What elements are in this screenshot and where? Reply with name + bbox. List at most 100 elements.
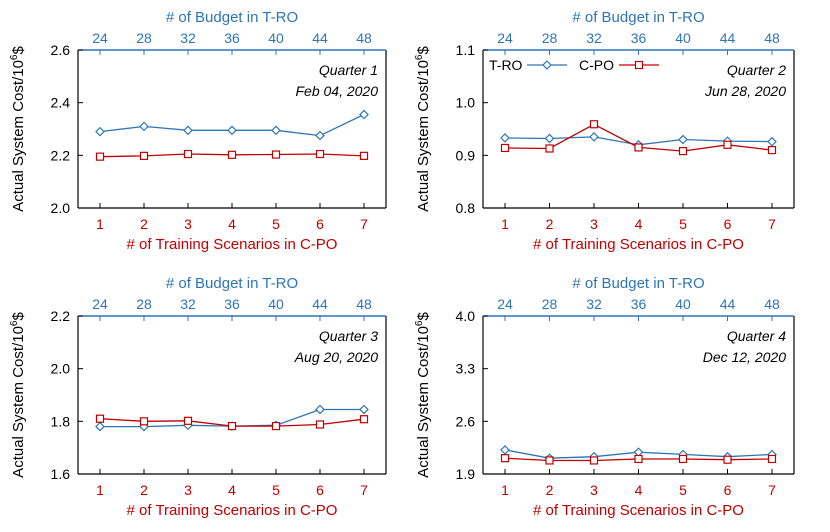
y-axis-title-unit: $ [415,46,432,55]
top-axis-title: # of Budget in T-RO [572,9,704,26]
data-point-cpo [723,140,732,149]
data-point-tro [139,121,149,132]
data-point-cpo [634,143,643,152]
x-tick-label: 2 [140,482,148,498]
y-axis-title-main: Actual System Cost/10 [415,60,432,212]
x-tick-label: 1 [501,216,509,232]
x-tick-label: 2 [546,482,554,498]
y-tick-label: 2.0 [51,361,71,377]
top-tick-label: 36 [631,30,647,46]
top-tick-label: 44 [312,30,328,46]
x-tick-label: 3 [590,482,598,498]
x-axis-title: # of Training Scenarios in C-PO [533,236,744,253]
data-point-cpo [545,456,554,465]
data-point-cpo [500,454,510,463]
x-tick-label: 7 [768,216,776,232]
top-tick-label: 48 [356,296,372,312]
top-tick-label: 28 [136,296,152,312]
y-tick-label: 2.6 [51,42,71,58]
x-tick-label: 6 [316,482,324,498]
top-axis-title: # of Budget in T-RO [166,9,298,26]
data-point-tro [95,126,105,137]
data-point-cpo [227,421,237,431]
top-tick-label: 40 [268,30,284,46]
chart-panel-1: 2.0 2.2 2.4 2.6 1 24 2 28 3 32 4 36 5 40 6 44 7 48 # of Tr… [9,9,387,253]
top-tick-label: 32 [180,30,196,46]
legend: T-RO C-PO [489,57,659,73]
data-point-cpo [500,143,510,153]
date-label: Feb 04, 2020 [295,83,378,99]
y-tick-label: 1.9 [456,466,476,482]
x-tick-label: 4 [635,216,643,232]
data-point-cpo [95,152,105,161]
y-axis-title-main: Actual System Cost/10 [10,60,27,212]
y-axis-title-exponent: 6 [414,320,425,326]
top-tick-label: 48 [764,30,780,46]
y-axis-title-unit: $ [10,312,27,321]
y-axis-title-main: Actual System Cost/10 [415,326,432,478]
x-tick-label: 3 [184,482,192,498]
top-tick-label: 24 [497,30,513,46]
x-axis-title: # of Training Scenarios in C-PO [127,502,338,519]
x-tick-label: 4 [228,482,236,498]
data-point-cpo [271,421,281,431]
legend-label-cpo: C-PO [579,57,614,73]
data-point-tro [315,404,325,415]
x-tick-label: 4 [635,482,643,498]
data-point-cpo [271,150,281,159]
data-point-cpo [589,120,599,129]
data-point-cpo [315,149,325,159]
y-tick-label: 0.9 [456,147,476,163]
data-point-tro [359,109,369,120]
data-point-cpo [139,151,149,160]
x-tick-label: 2 [546,216,554,232]
y-tick-label: 2.2 [51,308,71,324]
y-axis-title-unit: $ [415,312,432,321]
data-point-tro [95,421,105,432]
data-point-tro [767,136,777,147]
y-axis-title-main: Actual System Cost/10 [10,326,27,478]
y-tick-label: 1.1 [456,42,476,58]
y-tick-label: 2.0 [51,200,71,216]
top-axis-title: # of Budget in T-RO [572,275,704,292]
top-tick-label: 32 [180,296,196,312]
y-axis-title-exponent: 6 [9,54,20,60]
date-label: Aug 20, 2020 [294,349,379,365]
y-axis-title-exponent: 6 [414,54,425,60]
top-tick-label: 28 [542,296,558,312]
x-tick-label: 5 [679,216,687,232]
data-point-cpo [95,414,105,423]
legend-marker-tro [542,60,552,70]
data-point-tro [500,445,510,455]
y-tick-label: 2.2 [51,147,71,163]
top-tick-label: 32 [586,296,602,312]
x-tick-label: 2 [140,216,148,232]
y-axis-title-unit: $ [10,46,27,55]
data-point-cpo [359,151,369,160]
x-tick-label: 1 [501,482,509,498]
data-point-tro [183,125,193,136]
data-point-cpo [183,149,193,159]
y-axis-title: Actual System Cost/106$ [9,312,27,478]
top-tick-label: 28 [136,30,152,46]
data-point-cpo [545,144,554,153]
data-point-cpo [589,456,599,465]
legend-label-tro: T-RO [489,57,523,73]
x-tick-label: 3 [184,216,192,232]
x-tick-label: 3 [590,216,598,232]
y-tick-label: 1.8 [51,413,71,429]
data-point-cpo [359,415,369,424]
data-point-cpo [315,420,325,429]
top-tick-label: 24 [497,296,513,312]
x-tick-label: 6 [724,482,732,498]
x-tick-label: 1 [96,216,104,232]
data-point-cpo [678,147,688,156]
top-tick-label: 40 [268,296,284,312]
x-tick-label: 5 [679,482,687,498]
y-tick-label: 2.4 [51,95,71,111]
data-point-tro [589,132,599,142]
date-label: Dec 12, 2020 [703,349,786,365]
x-tick-label: 7 [360,216,368,232]
x-axis-title: # of Training Scenarios in C-PO [533,502,744,519]
